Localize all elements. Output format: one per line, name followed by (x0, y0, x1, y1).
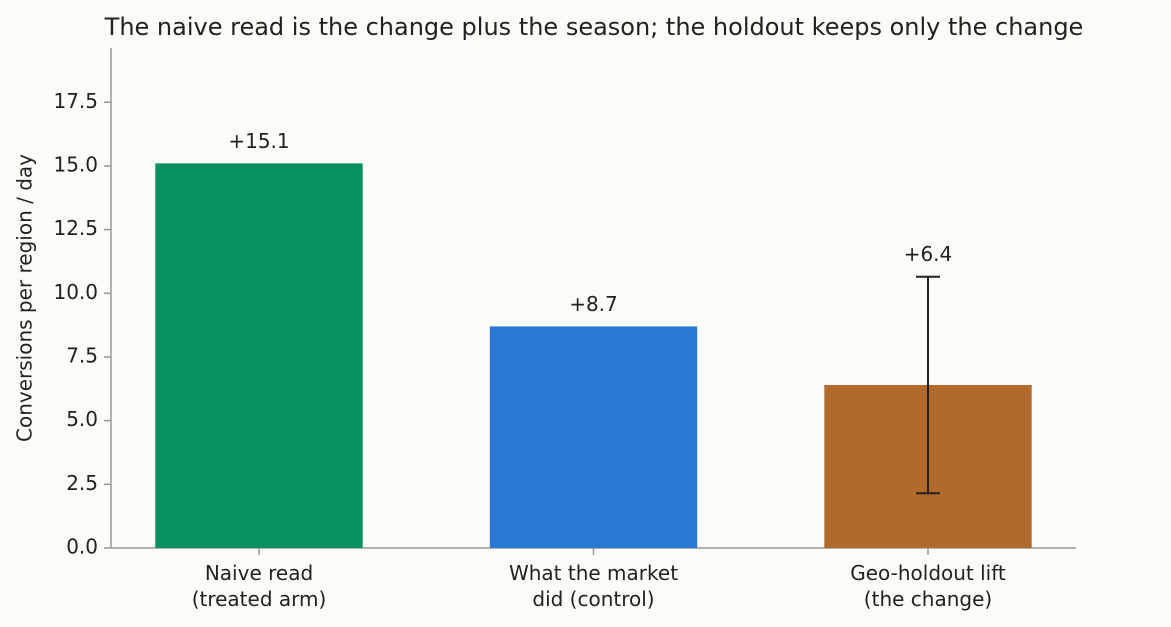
x-tick-label: Geo-holdout lift (the change) (850, 561, 1006, 611)
y-tick-label: 7.5 (66, 343, 98, 367)
y-tick-label: 0.0 (66, 535, 98, 559)
bar (155, 163, 363, 548)
x-tick-label: Naive read (treated arm) (192, 561, 327, 611)
y-tick-label: 12.5 (53, 216, 98, 240)
value-label: +6.4 (904, 242, 953, 266)
y-axis-label: Conversions per region / day (13, 154, 37, 442)
error-bar (916, 275, 940, 495)
value-label: +8.7 (569, 292, 618, 316)
x-tick-label: What the market did (control) (509, 561, 678, 611)
value-label: +15.1 (228, 129, 289, 153)
y-tick-label: 5.0 (66, 407, 98, 431)
y-tick-label: 10.0 (53, 280, 98, 304)
chart-title: The naive read is the change plus the se… (104, 13, 1084, 41)
y-tick-label: 2.5 (66, 471, 98, 495)
y-tick-label: 17.5 (53, 89, 98, 113)
y-tick-label: 15.0 (53, 152, 98, 176)
bar (489, 326, 698, 548)
